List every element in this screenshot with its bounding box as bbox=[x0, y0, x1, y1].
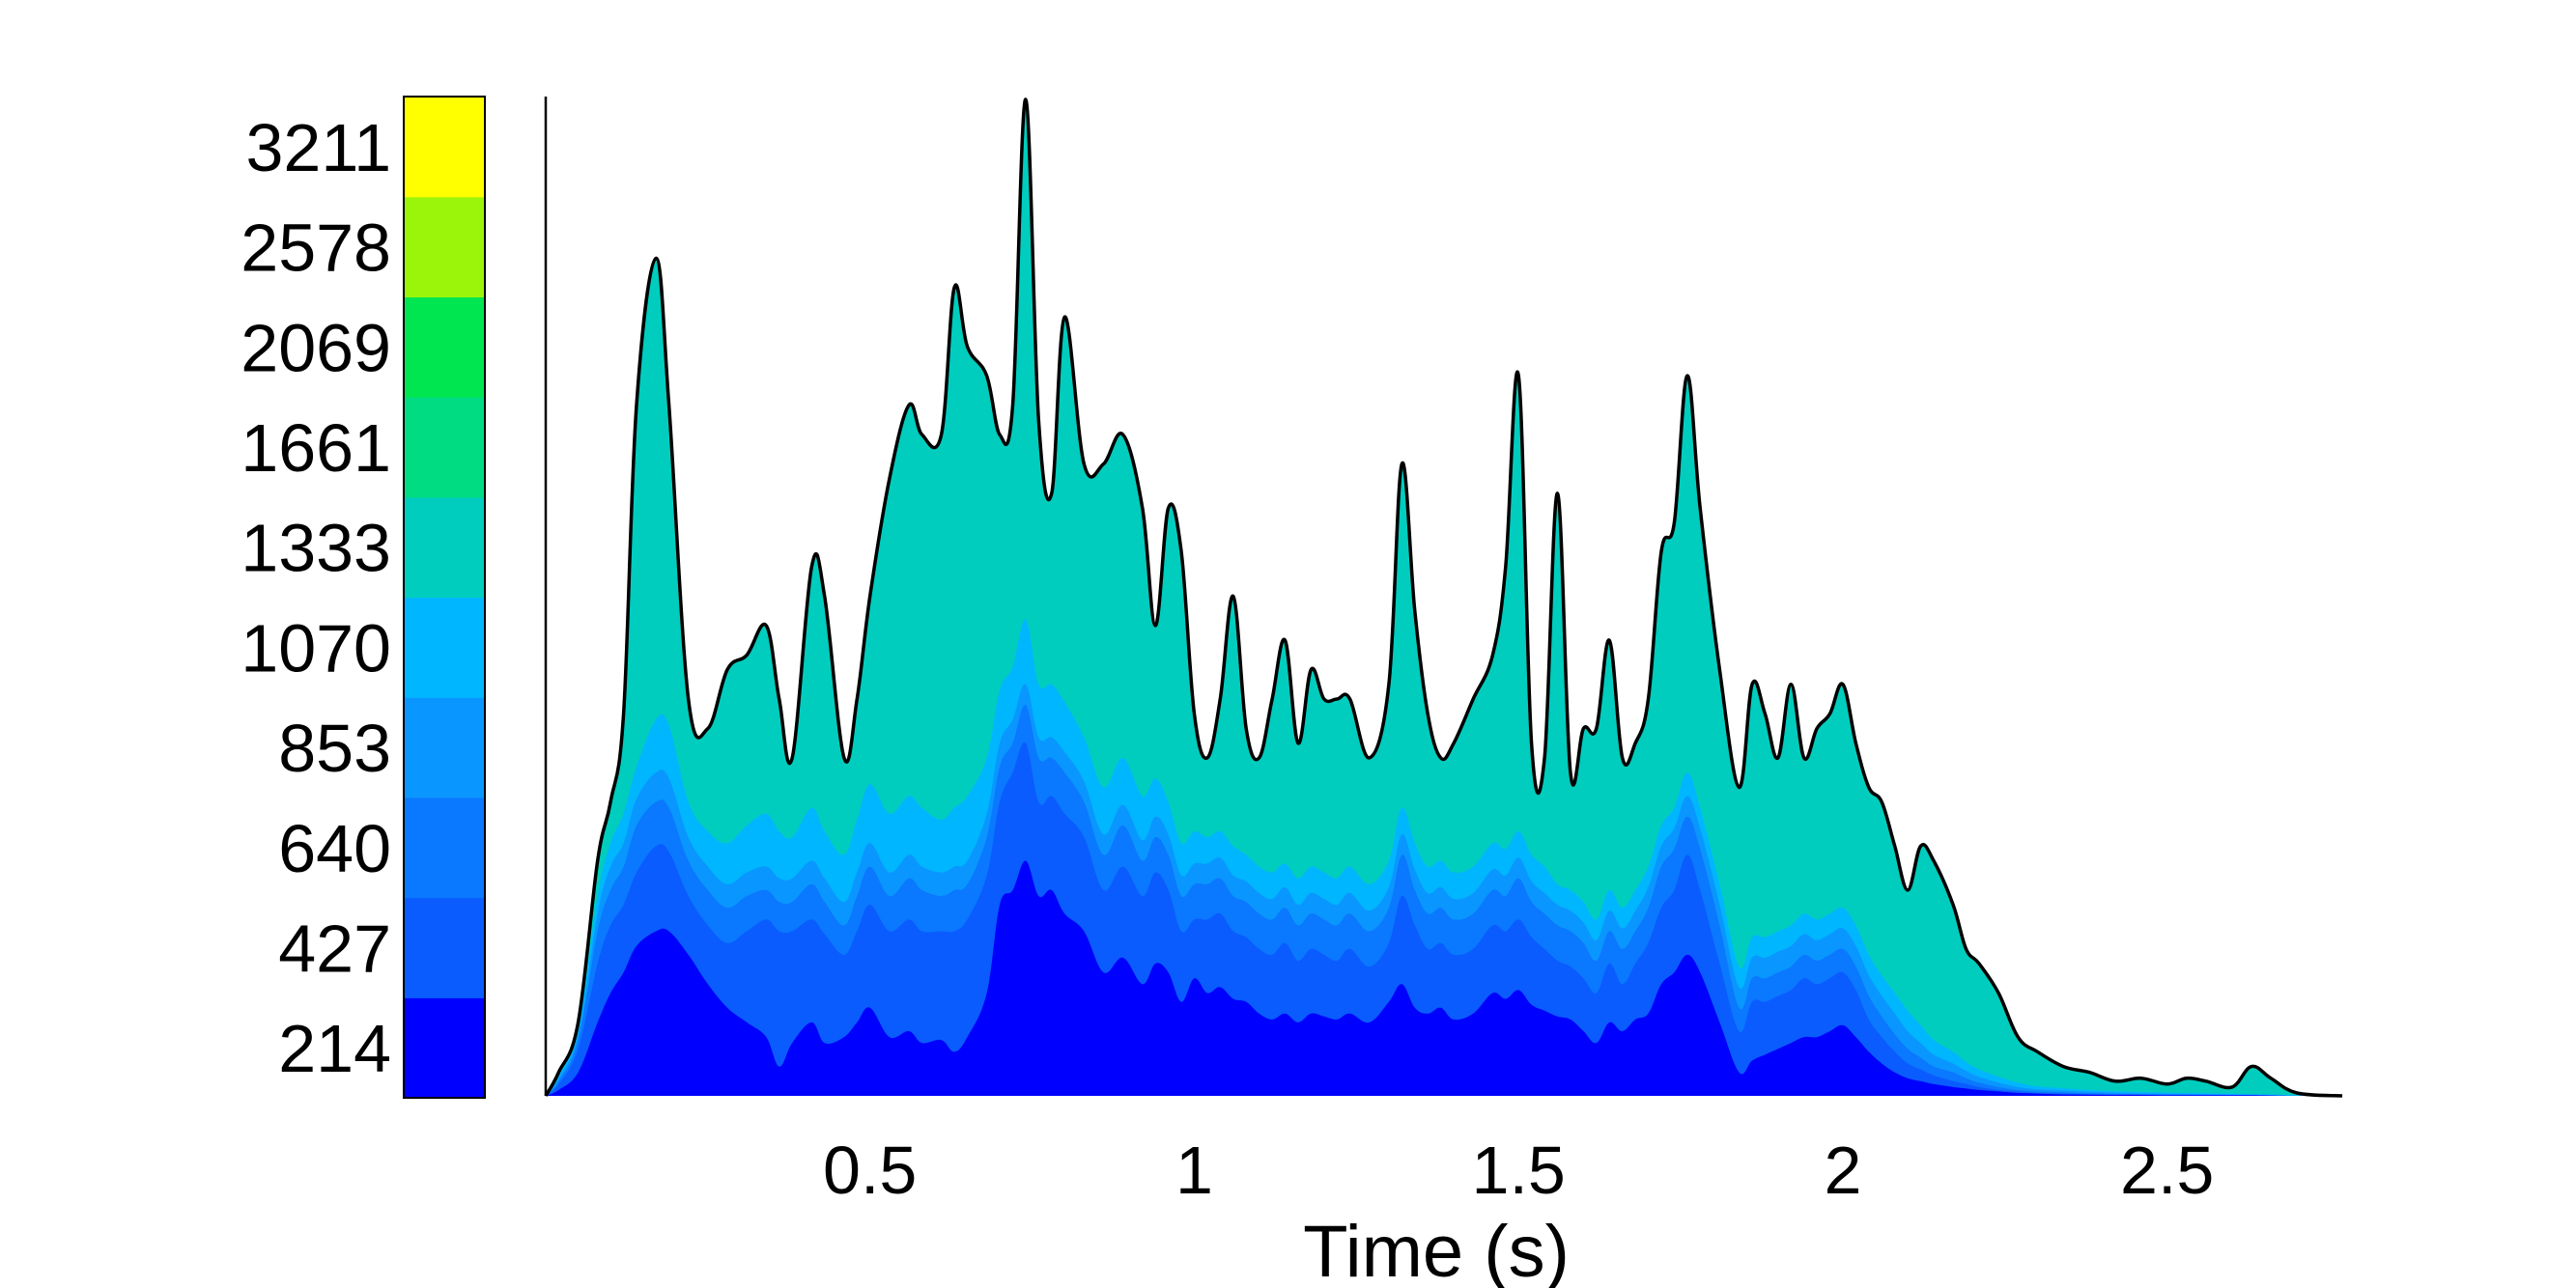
colorbar-label: 3211 bbox=[245, 110, 391, 185]
colorbar-label: 2069 bbox=[241, 310, 391, 385]
x-tick-label: 0.5 bbox=[823, 1133, 917, 1208]
band-214 bbox=[546, 860, 2342, 1097]
colorbar-swatch-427 bbox=[404, 897, 485, 998]
colorbar-label: 1070 bbox=[241, 610, 391, 686]
colorbar-swatch-2069 bbox=[404, 296, 485, 398]
colorbar-legend: 214 427 640 853 1070 1333 1661 2069 2578 3211 bbox=[241, 96, 486, 1099]
x-tick-label: 1.5 bbox=[1472, 1133, 1566, 1208]
x-axis-ticks: 0.5 1 1.5 2 2.5 bbox=[823, 1133, 2214, 1208]
x-axis-title: Time (s) bbox=[1303, 1211, 1570, 1288]
colorbar-label: 2578 bbox=[241, 210, 391, 286]
plot-area: 0.5 1 1.5 2 2.5 bbox=[544, 97, 2343, 1208]
x-tick-label: 1 bbox=[1175, 1133, 1213, 1208]
colorbar-label: 1661 bbox=[241, 410, 391, 486]
colorbar-swatch-1333 bbox=[404, 496, 485, 599]
colorbar-label: 1333 bbox=[241, 511, 391, 586]
data-bands bbox=[546, 98, 2342, 1097]
colorbar-label: 853 bbox=[278, 711, 391, 786]
colorbar-label: 640 bbox=[278, 811, 391, 886]
x-tick-label: 2 bbox=[1825, 1133, 1862, 1208]
colorbar-frame bbox=[403, 96, 486, 1099]
colorbar-swatch-1661 bbox=[404, 397, 485, 498]
colorbar-swatch-1070 bbox=[404, 597, 485, 698]
colorbar-swatch-640 bbox=[404, 797, 485, 899]
colorbar-swatch-3211 bbox=[404, 97, 485, 198]
colorbar-swatch-214 bbox=[404, 997, 485, 1099]
x-tick-label: 2.5 bbox=[2120, 1133, 2214, 1208]
envelope-outline bbox=[544, 98, 2343, 1098]
colorbar-label: 214 bbox=[278, 1011, 391, 1086]
colorbar-swatch-2578 bbox=[404, 196, 485, 297]
colorbar-swatch-853 bbox=[404, 697, 485, 798]
colorbar-label: 427 bbox=[278, 911, 391, 987]
